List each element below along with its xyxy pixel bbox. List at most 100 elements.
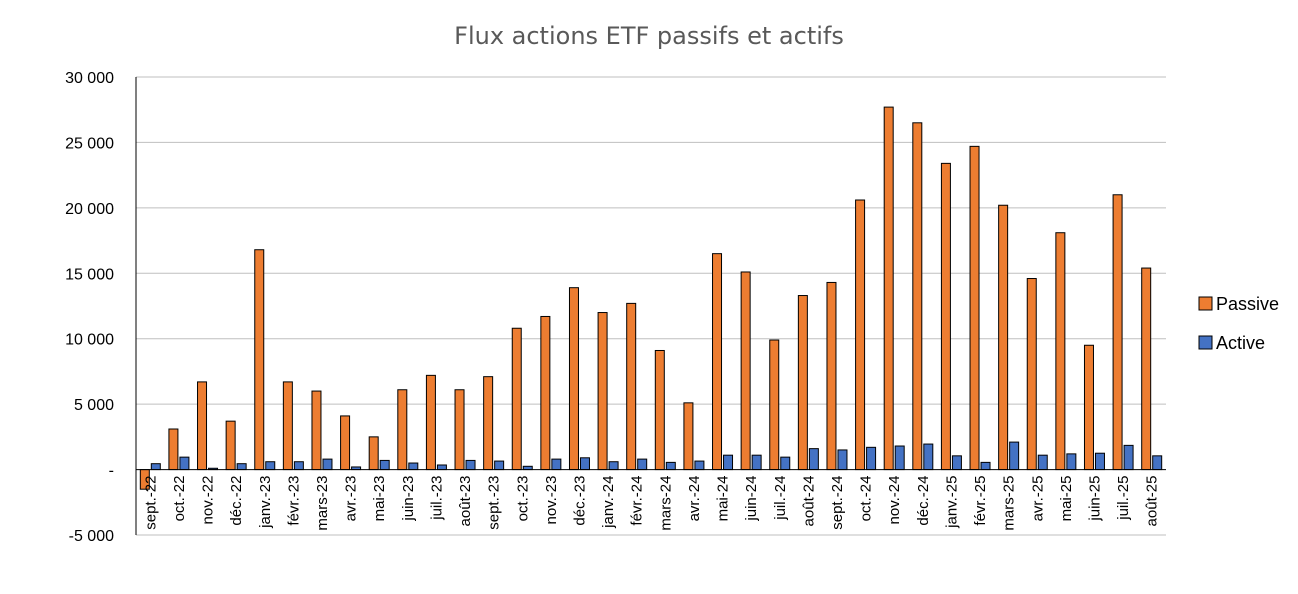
bar-passive-5 [282, 381, 293, 471]
bar-passive-27 [912, 122, 923, 471]
bar-passive-18 [654, 349, 665, 471]
gridlines [136, 76, 1166, 536]
bar-active-0 [150, 463, 161, 471]
bar-active-28 [951, 455, 962, 471]
x-tick-label: août-24 [800, 476, 817, 527]
bar-active-15 [579, 457, 590, 471]
x-tick-label: sept.-23 [486, 476, 503, 530]
x-tick-label: mai-23 [371, 476, 388, 522]
bar-passive-3 [225, 420, 236, 471]
bar-passive-17 [626, 302, 637, 471]
bar-passive-25 [855, 199, 866, 471]
bar-active-22 [780, 456, 791, 471]
x-tick-label: mai-25 [1058, 476, 1075, 522]
x-tick-label: oct.-24 [858, 476, 875, 522]
bar-active-25 [866, 446, 877, 471]
bar-passive-24 [826, 281, 837, 471]
bar-passive-15 [568, 287, 579, 471]
legend-swatch-active [1198, 335, 1213, 350]
bar-active-20 [723, 454, 734, 471]
bar-active-10 [436, 464, 447, 471]
bar-active-8 [379, 459, 390, 471]
bar-active-26 [894, 445, 905, 471]
x-tick-label: juin-24 [743, 476, 760, 522]
bar-active-9 [408, 462, 419, 471]
x-tick-label: oct.-22 [171, 476, 188, 522]
bar-active-6 [322, 458, 333, 471]
legend-swatch-passive [1198, 296, 1213, 311]
x-tick-label: août-23 [457, 476, 474, 527]
x-tick-label: sept.-24 [829, 476, 846, 530]
bar-active-3 [236, 463, 247, 471]
bar-active-34 [1123, 444, 1134, 471]
bar-active-23 [808, 448, 819, 471]
y-tick-label: - [109, 463, 114, 480]
y-axis-ticks: 30 000 25 000 20 000 15 000 10 000 5 000 - -5 0… [65, 70, 114, 545]
bar-active-12 [494, 460, 505, 471]
bar-active-29 [980, 461, 991, 471]
chart-title: Flux actions ETF passifs et actifs [454, 22, 844, 50]
bar-passive-32 [1055, 232, 1066, 471]
bar-active-21 [751, 454, 762, 471]
x-tick-label: déc.-22 [228, 476, 245, 526]
bar-passive-29 [969, 145, 980, 471]
legend-label-passive: Passive [1216, 294, 1279, 314]
bar-passive-31 [1026, 278, 1037, 471]
bar-passive-11 [454, 389, 465, 471]
x-tick-label: mars-24 [657, 476, 674, 531]
axes [135, 77, 1166, 535]
x-tick-label: janv.-24 [600, 476, 617, 529]
x-tick-label: déc.-23 [571, 476, 588, 526]
bar-active-18 [665, 461, 676, 471]
bar-active-17 [637, 458, 648, 471]
bar-passive-13 [511, 327, 522, 471]
x-tick-label: mars-25 [1001, 476, 1018, 531]
bar-passive-9 [397, 389, 408, 471]
bar-passive-20 [712, 253, 723, 471]
bar-active-30 [1009, 441, 1020, 471]
y-tick-label: 15 000 [65, 266, 114, 283]
bar-active-33 [1094, 452, 1105, 471]
bar-passive-33 [1083, 344, 1094, 471]
x-tick-label: févr.-24 [629, 476, 646, 526]
y-tick-label: 20 000 [65, 201, 114, 218]
bar-passive-14 [540, 315, 551, 471]
x-tick-label: avr.-23 [343, 476, 360, 522]
x-tick-label: juil.-25 [1115, 476, 1132, 521]
x-tick-label: juil.-23 [428, 476, 445, 521]
x-tick-label: févr.-25 [972, 476, 989, 526]
bar-passive-4 [254, 249, 265, 471]
bar-passive-35 [1141, 267, 1152, 471]
legend-label-active: Active [1216, 333, 1265, 353]
x-tick-label: sept.-22 [142, 476, 159, 530]
y-tick-label: 10 000 [65, 332, 114, 349]
bar-passive-28 [940, 162, 951, 471]
bar-active-35 [1152, 455, 1163, 471]
y-tick-label: -5 000 [69, 528, 114, 545]
bar-active-4 [265, 461, 276, 471]
bar-passive-12 [483, 376, 494, 471]
bar-active-16 [608, 461, 619, 471]
bar-passive-16 [597, 312, 608, 471]
bar-active-32 [1066, 453, 1077, 471]
x-tick-label: avr.-24 [686, 476, 703, 522]
legend: Passive Active [1198, 294, 1279, 353]
bar-passive-1 [168, 428, 179, 471]
bar-active-14 [551, 458, 562, 471]
x-tick-label: mai-24 [715, 476, 732, 522]
bar-passive-19 [683, 402, 694, 471]
x-tick-label: nov.-23 [543, 476, 560, 525]
x-tick-label: juil.-24 [772, 476, 789, 521]
x-tick-label: juin-25 [1086, 476, 1103, 522]
x-tick-label: août-25 [1144, 476, 1161, 527]
bar-passive-30 [998, 204, 1009, 471]
bar-active-27 [923, 443, 934, 471]
bar-active-24 [837, 449, 848, 471]
y-tick-label: 5 000 [74, 397, 114, 414]
x-tick-label: avr.-25 [1029, 476, 1046, 522]
y-tick-label: 30 000 [65, 70, 114, 87]
bar-active-19 [694, 460, 705, 471]
bar-passive-26 [883, 106, 894, 471]
